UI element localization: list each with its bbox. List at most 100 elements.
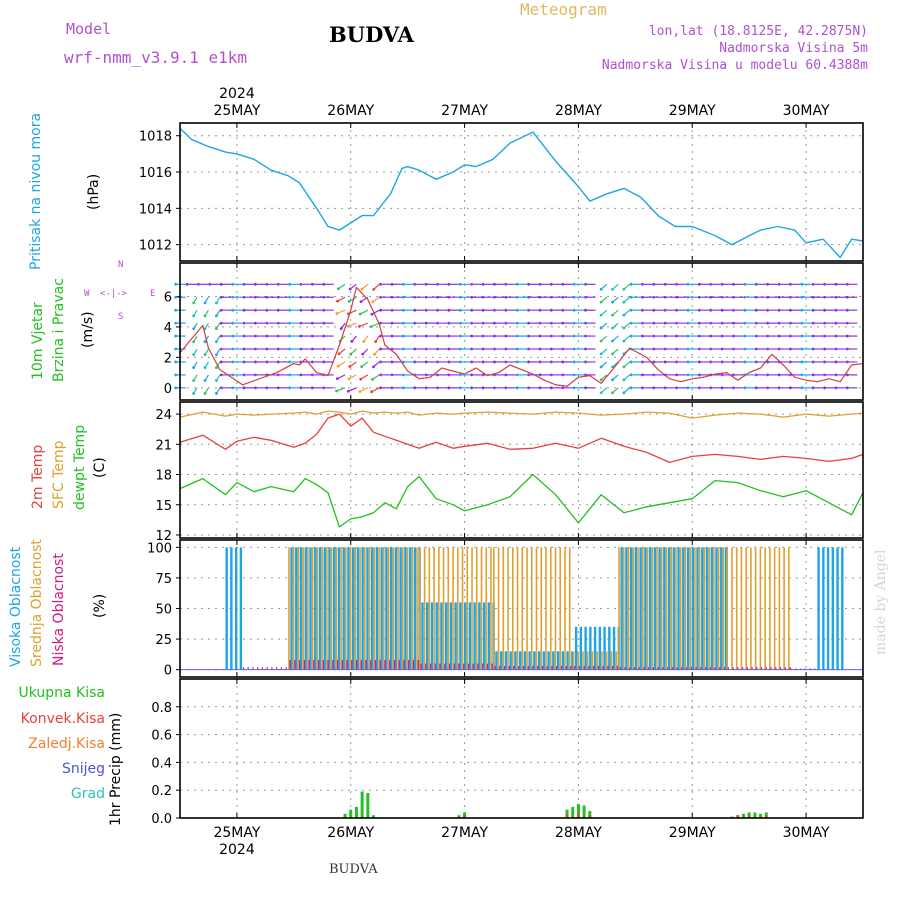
cloud-low-bar — [565, 665, 567, 670]
wind-arrow-head — [584, 295, 587, 299]
wind-arrow-head — [697, 347, 701, 351]
wind-arrow-head — [732, 334, 735, 338]
cloud-low-bar — [546, 665, 548, 670]
cloud-mid-bar — [623, 547, 625, 670]
cloud-high-bar — [566, 651, 569, 670]
wind-arrow-head — [572, 386, 576, 390]
cloud-mid-bar — [471, 547, 473, 670]
cloud-high-bar — [239, 547, 243, 670]
wind-arrow-head — [447, 360, 451, 364]
wind-arrow-head — [424, 347, 428, 351]
wind-arrow-head — [424, 295, 428, 299]
wind-arrow-head — [675, 373, 678, 377]
wind-arrow-head — [800, 373, 804, 377]
cloud-low-bar — [724, 667, 726, 670]
cloud-high-bar — [593, 626, 597, 670]
wind-arrow-head — [720, 321, 724, 325]
wind-arrow-head — [732, 308, 735, 312]
wind-arrow-head — [192, 379, 196, 382]
wind-arrow-head — [561, 321, 565, 325]
wind-arrow-head — [709, 347, 713, 351]
cloud-low-bar — [420, 663, 422, 670]
wind-arrow-head — [253, 295, 257, 299]
wind-arrow-head — [424, 360, 428, 364]
wind-arrow-head — [322, 308, 326, 312]
wind-arrow-head — [800, 282, 804, 286]
wind-arrow-head — [561, 373, 565, 377]
wind-arrow-head — [322, 347, 326, 351]
cloud-high-bar — [487, 602, 491, 670]
wind-arrow-head — [766, 347, 770, 351]
pressure-ytick-label: 1014 — [139, 202, 172, 217]
wind-arrow-head — [265, 295, 269, 299]
cloud-high-bar — [696, 547, 699, 670]
bottom-date-label: 30MAY — [783, 825, 830, 841]
wind-arrow-head — [447, 347, 451, 351]
wind-arrow-head — [288, 295, 291, 299]
wind-arrow-head — [493, 334, 496, 338]
wind-frame — [179, 262, 864, 401]
wind-arrow-head — [242, 347, 246, 351]
wind-ytick-label: 4 — [164, 321, 172, 336]
cloud-low-bar — [761, 667, 763, 670]
cloud-low-bar — [299, 659, 301, 670]
cloud-mid-bar — [466, 547, 469, 670]
wind-arrow-head — [686, 308, 690, 312]
wind-arrow-head — [219, 308, 223, 312]
precip-total-bar — [576, 804, 580, 818]
wind-arrow-head — [219, 347, 223, 351]
cloud-low-bar — [522, 665, 525, 670]
cloud-low-bar — [491, 663, 493, 670]
cloud-mid-bar — [788, 547, 790, 670]
cloud-mid-bar — [773, 547, 776, 670]
cloud-mid-bar — [708, 547, 710, 670]
wind-arrow-head — [401, 308, 405, 312]
wind-arrow-head — [203, 327, 207, 331]
wind-arrow — [336, 309, 346, 315]
cloud-high-bar — [347, 547, 350, 670]
wind-arrow-head — [174, 360, 178, 364]
cloud-mid-bar — [591, 651, 594, 670]
wind-arrow-head — [800, 308, 804, 312]
wind-arrow-head — [732, 373, 735, 377]
wind-arrow-head — [481, 282, 485, 286]
cloud-low-bar — [770, 667, 772, 670]
wind-arrow-head — [720, 295, 724, 299]
wind-arrow-head — [310, 386, 314, 390]
cloud-high-bar — [547, 651, 550, 670]
cloud-low-bar — [271, 667, 273, 670]
wind-arrow-head — [288, 347, 291, 351]
cloud-high-bar — [533, 651, 536, 670]
cloud-mid-bar — [769, 547, 771, 670]
cloud-low-bar — [551, 665, 553, 670]
wind-arrow-head — [192, 353, 196, 357]
wind-arrow-head — [504, 308, 508, 312]
cloud-low-bar — [486, 663, 489, 670]
cloud-high-bar — [366, 547, 369, 670]
cloud-mid-bar — [292, 547, 295, 670]
wind-arrow-head — [743, 360, 747, 364]
cloud-low-bar — [541, 665, 544, 670]
wind-arrow-head — [265, 360, 269, 364]
cloud-mid-bar — [783, 547, 785, 670]
temp-ytick-label: 21 — [155, 438, 172, 453]
cloud-low-bar — [537, 665, 539, 670]
cloud-mid-bar — [750, 547, 752, 670]
cloud-low-bar — [257, 667, 259, 670]
wind-arrow-head — [253, 386, 257, 390]
wind-arrow-head — [413, 360, 417, 364]
wind-arrow-head — [823, 308, 826, 312]
wind-arrow-head — [253, 308, 257, 312]
precip-conv-bar — [747, 815, 751, 818]
wind-arrow-head — [834, 308, 838, 312]
cloud-high-bar — [230, 547, 233, 670]
wind-arrow-head — [599, 339, 603, 343]
wind-speed-line-shadow — [179, 286, 864, 387]
cloud-low-bar — [453, 663, 455, 670]
cloud-high-bar — [667, 547, 671, 670]
cloud-mid-bar — [411, 547, 414, 670]
compass-west: W — [84, 289, 90, 299]
t2m-temp-line — [179, 413, 864, 464]
bottom-year-label: 2024 — [219, 842, 255, 858]
